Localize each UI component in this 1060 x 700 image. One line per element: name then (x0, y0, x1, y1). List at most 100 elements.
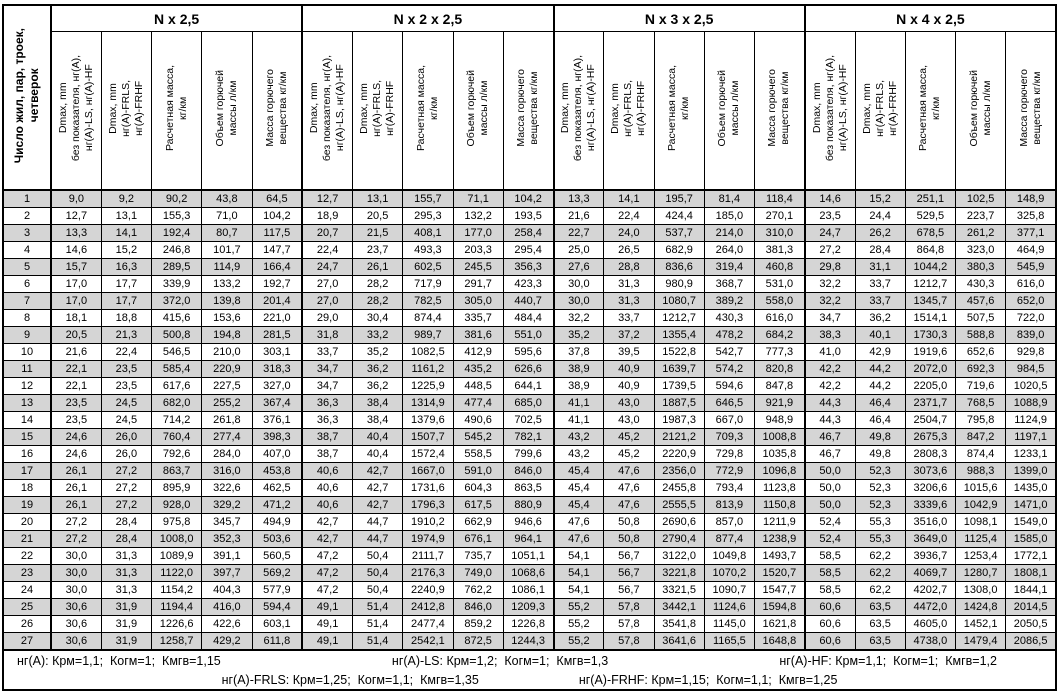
value-cell: 847,2 (954, 428, 1007, 446)
value-cell: 1280,7 (954, 564, 1007, 582)
value-cell: 55,2 (552, 615, 605, 633)
value-cell: 424,4 (653, 207, 705, 225)
value-cell: 27,2 (804, 241, 856, 259)
value-cell: 63,5 (854, 632, 906, 651)
value-cell: 948,9 (753, 411, 806, 429)
value-cell: 54,1 (552, 581, 605, 599)
value-cell: 40,9 (603, 377, 655, 395)
row-number-cell: 26 (2, 615, 52, 633)
row-number-cell: 12 (2, 377, 52, 395)
value-cell: 33,7 (854, 292, 906, 310)
value-cell: 820,8 (753, 360, 806, 378)
value-cell: 1435,0 (1005, 479, 1057, 497)
table-row: 16 24,6 26,0 792,6 284,0 407,0 38,7 40,4 1572,4 5… (2, 445, 1057, 463)
value-cell: 415,6 (150, 309, 203, 327)
table-row: 18 26,1 27,2 895,9 322,6 462,5 40,6 42,7 1731,6 6… (2, 479, 1057, 497)
value-cell: 42,7 (301, 513, 354, 531)
value-cell: 603,1 (251, 615, 304, 633)
value-cell: 847,8 (753, 377, 806, 395)
value-cell: 493,3 (402, 241, 454, 259)
column-header: Объем горючей массы л/км (452, 31, 504, 191)
value-cell: 1253,4 (954, 547, 1007, 565)
value-cell: 895,9 (150, 479, 203, 497)
coefficients-line-1: нг(А): Крм=1,1; Когм=1; Кмгв=1,15 нг(А)-L… (4, 654, 1055, 668)
row-number-cell: 2 (2, 207, 52, 225)
value-cell: 1123,8 (753, 479, 806, 497)
cable-spec-table-wrapper: Число жил, пар, троек, четверок N x 2,5 N… (2, 4, 1057, 691)
table-row: 10 21,6 22,4 546,5 210,0 303,1 33,7 35,2 1082,5 4… (2, 343, 1057, 361)
value-cell: 33,7 (603, 309, 655, 327)
value-cell: 64,5 (251, 189, 304, 208)
value-cell: 2542,1 (402, 632, 454, 651)
value-cell: 1452,1 (954, 615, 1007, 633)
value-cell: 980,9 (653, 275, 705, 293)
value-cell: 1212,7 (653, 309, 705, 327)
value-cell: 602,5 (402, 258, 454, 276)
value-cell: 1044,2 (904, 258, 957, 276)
value-cell: 49,8 (854, 445, 906, 463)
value-cell: 558,0 (753, 292, 806, 310)
value-cell: 56,7 (603, 547, 655, 565)
footer-row-1: нг(А): Крм=1,1; Когм=1; Кмгв=1,15 нг(А)-L… (3, 649, 1056, 670)
value-cell: 62,2 (854, 564, 906, 582)
value-cell: 2121,2 (653, 428, 705, 446)
value-cell: 874,4 (402, 309, 454, 327)
value-cell: 1594,8 (753, 598, 806, 616)
column-header: Масса горючего вещества кг/км (502, 31, 555, 191)
value-cell: 1035,8 (753, 445, 806, 463)
value-cell: 38,9 (552, 360, 605, 378)
value-cell: 1345,7 (904, 292, 957, 310)
value-cell: 3339,6 (904, 496, 957, 514)
value-cell: 430,3 (954, 275, 1007, 293)
value-cell: 3541,8 (653, 615, 705, 633)
value-cell: 15,2 (854, 189, 906, 208)
value-cell: 26,1 (351, 258, 404, 276)
value-cell: 381,3 (753, 241, 806, 259)
value-cell: 43,2 (552, 445, 605, 463)
value-cell: 42,9 (854, 343, 906, 361)
value-cell: 192,4 (150, 224, 203, 242)
value-cell: 47,6 (552, 513, 605, 531)
value-cell: 21,5 (351, 224, 404, 242)
value-cell: 685,0 (502, 394, 555, 412)
value-cell: 214,0 (703, 224, 756, 242)
value-cell: 1549,0 (1005, 513, 1057, 531)
value-cell: 1225,9 (402, 377, 454, 395)
value-cell: 611,8 (251, 632, 304, 651)
group-header: N x 3 x 2,5 (552, 4, 806, 32)
value-cell: 148,9 (1005, 189, 1057, 208)
row-number-cell: 1 (2, 189, 52, 208)
value-cell: 423,3 (502, 275, 555, 293)
value-cell: 1522,8 (653, 343, 705, 361)
value-cell: 45,2 (603, 445, 655, 463)
value-cell: 52,3 (854, 479, 906, 497)
value-cell: 295,3 (402, 207, 454, 225)
value-cell: 4738,0 (904, 632, 957, 651)
value-cell: 31,3 (100, 564, 153, 582)
value-cell: 782,5 (402, 292, 454, 310)
value-cell: 339,9 (150, 275, 203, 293)
value-cell: 1667,0 (402, 462, 454, 480)
column-header: Объем горючей массы л/км (703, 31, 756, 191)
value-cell: 2220,9 (653, 445, 705, 463)
value-cell: 368,7 (703, 275, 756, 293)
value-cell: 44,7 (351, 530, 404, 548)
value-cell: 617,6 (150, 377, 203, 395)
value-cell: 1796,3 (402, 496, 454, 514)
value-cell: 682,9 (653, 241, 705, 259)
table-row: 21 27,2 28,4 1008,0 352,3 503,6 42,7 44,7 1974,9… (2, 530, 1057, 548)
value-cell: 9,2 (100, 189, 153, 208)
value-cell: 58,5 (804, 564, 856, 582)
value-cell: 17,7 (100, 292, 153, 310)
value-cell: 101,7 (201, 241, 253, 259)
value-cell: 47,2 (301, 581, 354, 599)
value-cell: 24,6 (50, 445, 102, 463)
value-cell: 42,2 (804, 377, 856, 395)
value-cell: 682,0 (150, 394, 203, 412)
value-cell: 42,2 (804, 360, 856, 378)
value-cell: 3206,6 (904, 479, 957, 497)
value-cell: 984,5 (1005, 360, 1057, 378)
value-cell: 90,2 (150, 189, 203, 208)
value-cell: 26,2 (854, 224, 906, 242)
value-cell: 27,0 (301, 275, 354, 293)
